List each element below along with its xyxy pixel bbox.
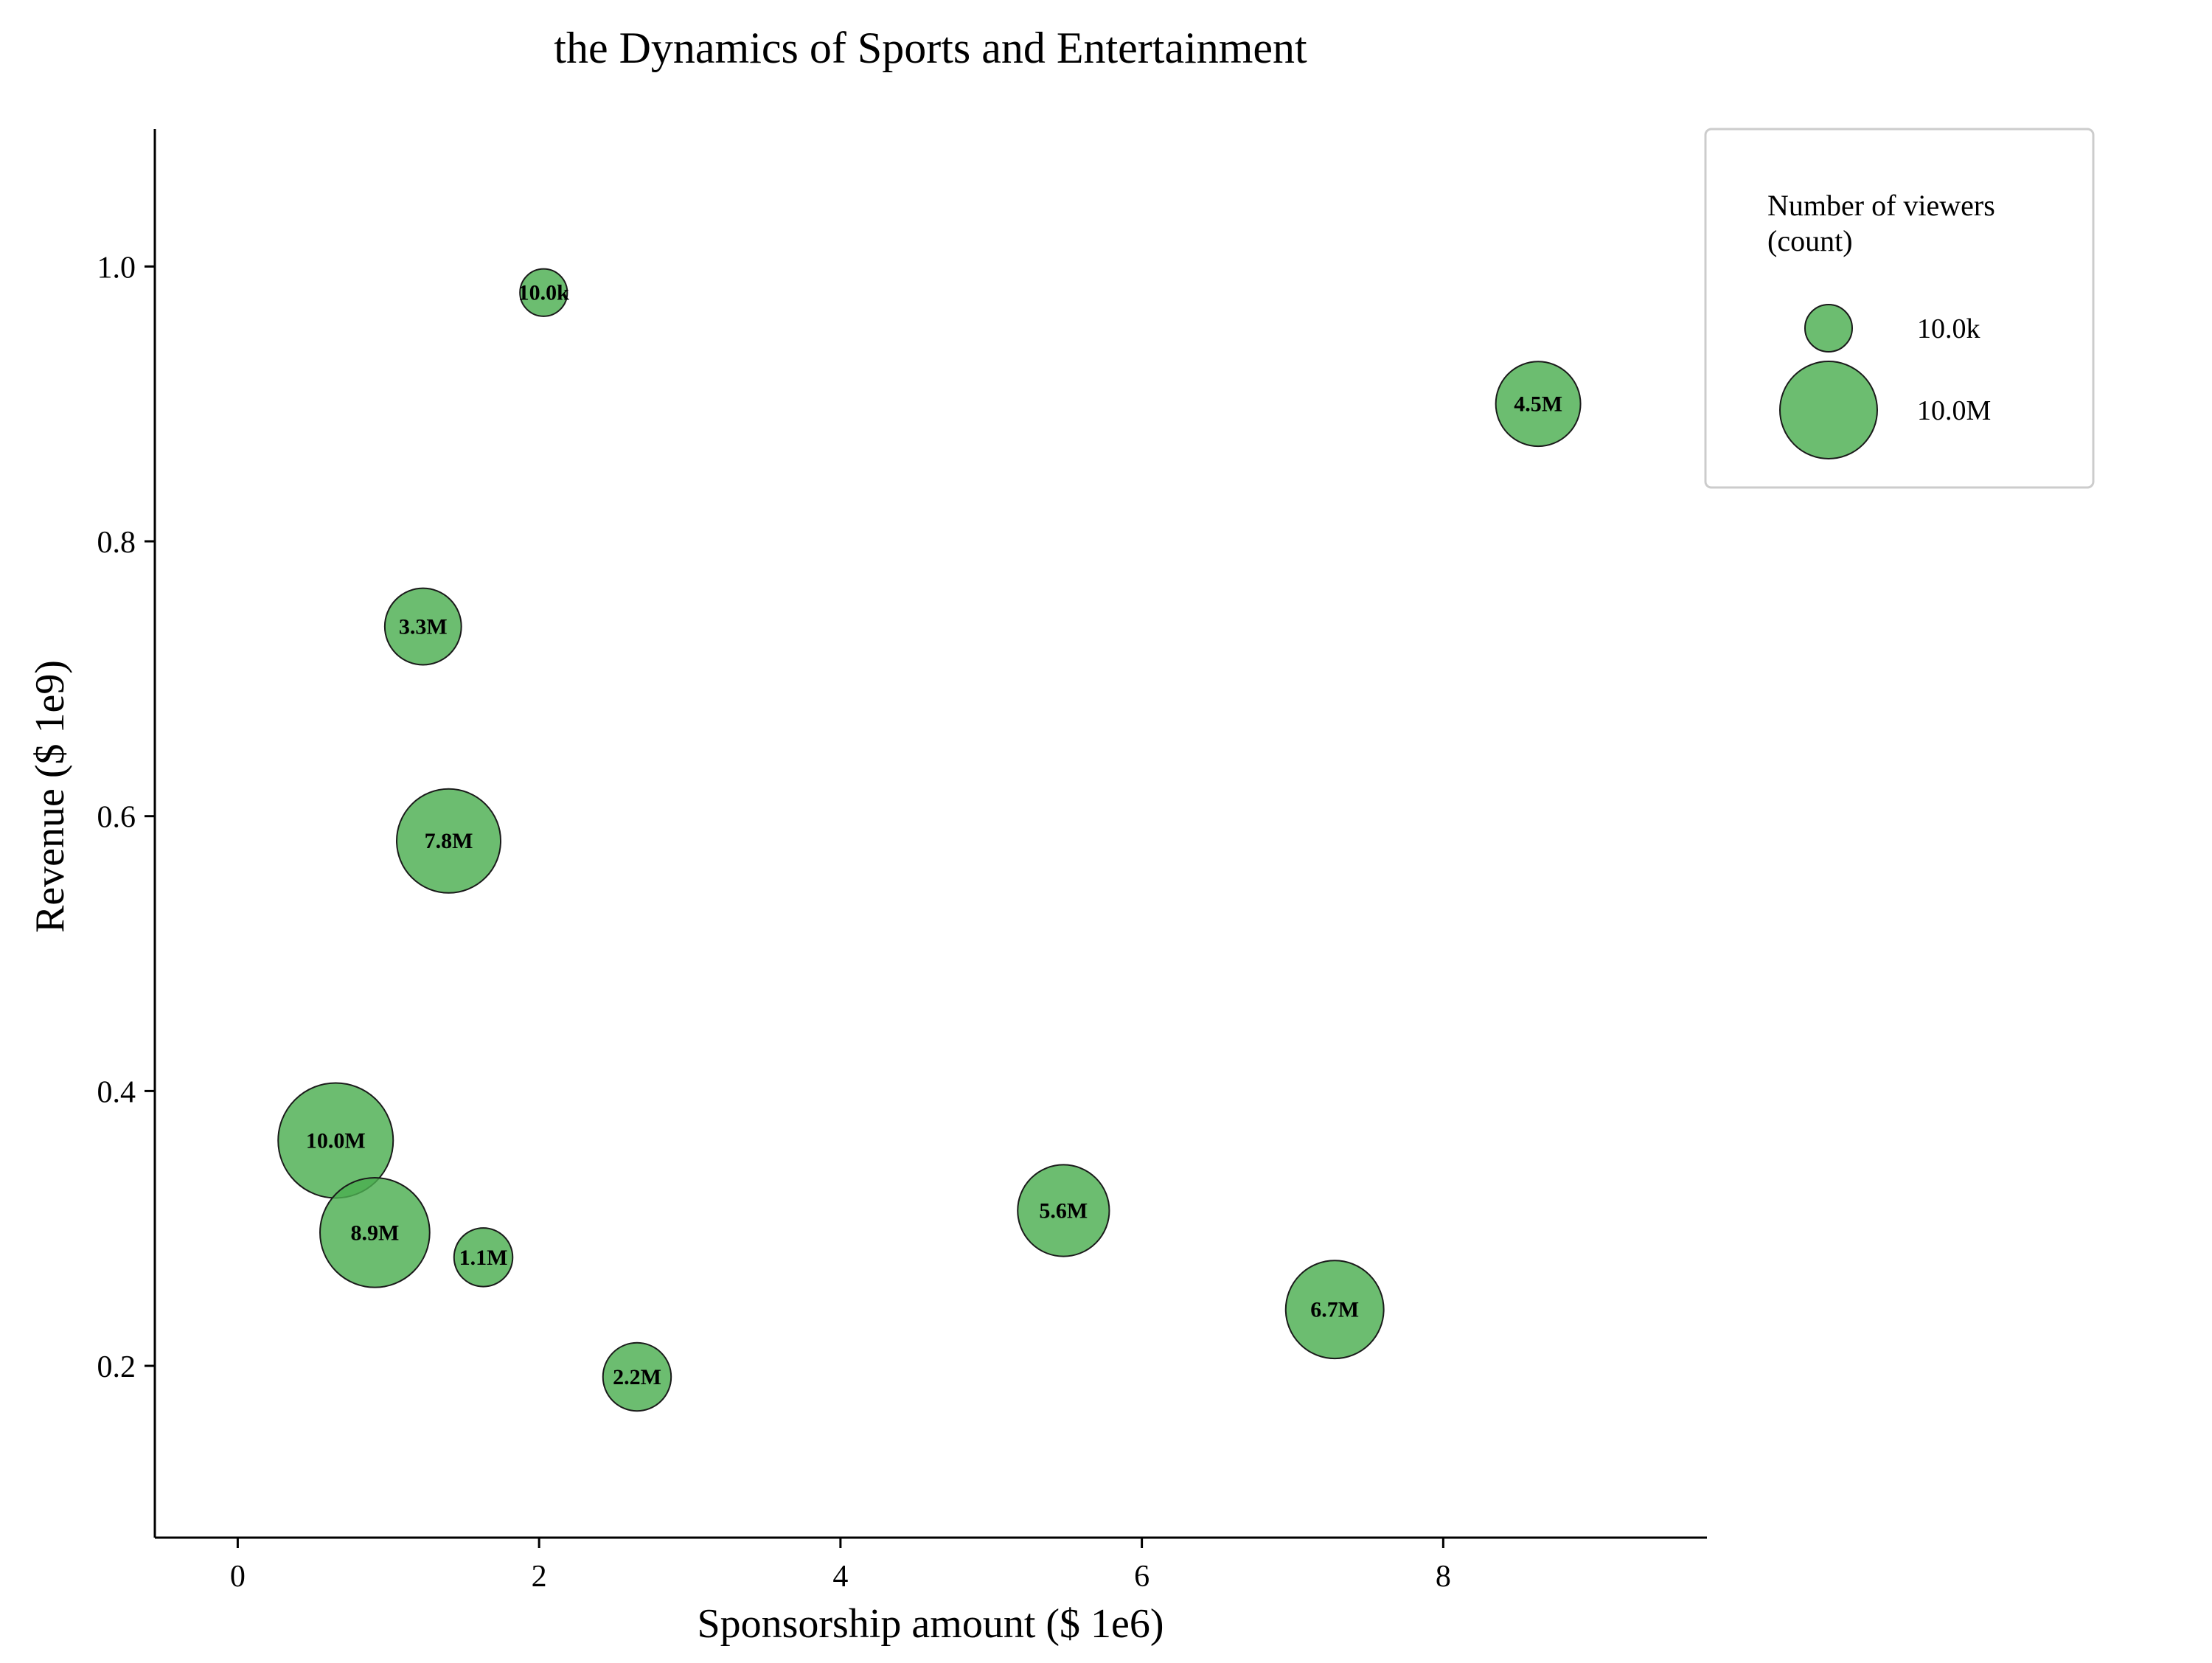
bubble-label: 8.9M: [350, 1221, 399, 1245]
bubble-label: 5.6M: [1039, 1199, 1088, 1223]
legend-title-unit: (count): [1767, 224, 1853, 257]
chart-title: the Dynamics of Sports and Entertainment: [554, 24, 1307, 72]
bubble-label: 3.3M: [399, 615, 448, 639]
axes: 0 2 4 6 8 0.2 0.4 0.6 0.8 1.0: [97, 129, 1707, 1594]
y-tick-label: 0.8: [97, 526, 136, 560]
bubble-label: 4.5M: [1514, 392, 1562, 417]
y-tick-label: 0.4: [97, 1075, 136, 1109]
bubble-label: 10.0k: [518, 281, 570, 305]
bubble-point: [319, 1176, 431, 1288]
bubble-label: 6.7M: [1310, 1298, 1359, 1322]
bubble-point: [383, 587, 462, 666]
y-tick-label: 0.2: [97, 1350, 136, 1384]
bubble-point: [1284, 1260, 1385, 1360]
x-axis-label: Sponsorship amount ($ 1e6): [697, 1601, 1164, 1647]
y-axis-label: Revenue ($ 1e9): [27, 660, 73, 933]
legend-title: Number of viewers: [1767, 189, 1995, 222]
bubble-point: [396, 788, 502, 894]
y-tick-label: 0.6: [97, 801, 136, 835]
x-tick-label: 0: [230, 1560, 246, 1594]
bubble-point: [1495, 361, 1582, 448]
y-tick-label: 1.0: [97, 251, 136, 285]
bubble-point: [453, 1227, 514, 1288]
bubble-label: 1.1M: [459, 1246, 508, 1270]
x-tick-label: 8: [1436, 1560, 1451, 1594]
bubble-layer: 10.0k 4.5M 3.3M 7.8M 10.0M 8.9M 1.1M 2.2M 5.6M 6.…: [277, 268, 1582, 1412]
bubble-label: 10.0M: [306, 1128, 366, 1153]
x-tick-label: 4: [832, 1560, 848, 1594]
bubble-point: [1017, 1164, 1110, 1257]
legend-entry-label: 10.0k: [1917, 313, 1980, 344]
x-tick-label: 6: [1134, 1560, 1150, 1594]
legend-frame: [1704, 128, 2095, 489]
bubble-point: [519, 268, 568, 317]
bubble-label: 7.8M: [425, 829, 473, 853]
bubble-point: [602, 1341, 672, 1412]
bubble-label: 2.2M: [613, 1365, 661, 1389]
legend-bubble: [1804, 304, 1853, 353]
x-tick-label: 2: [532, 1560, 547, 1594]
legend: Number of viewers (count) 10.0k 10.0M: [1704, 128, 2095, 489]
legend-bubble: [1779, 361, 1878, 459]
legend-entry-label: 10.0M: [1917, 395, 1991, 426]
